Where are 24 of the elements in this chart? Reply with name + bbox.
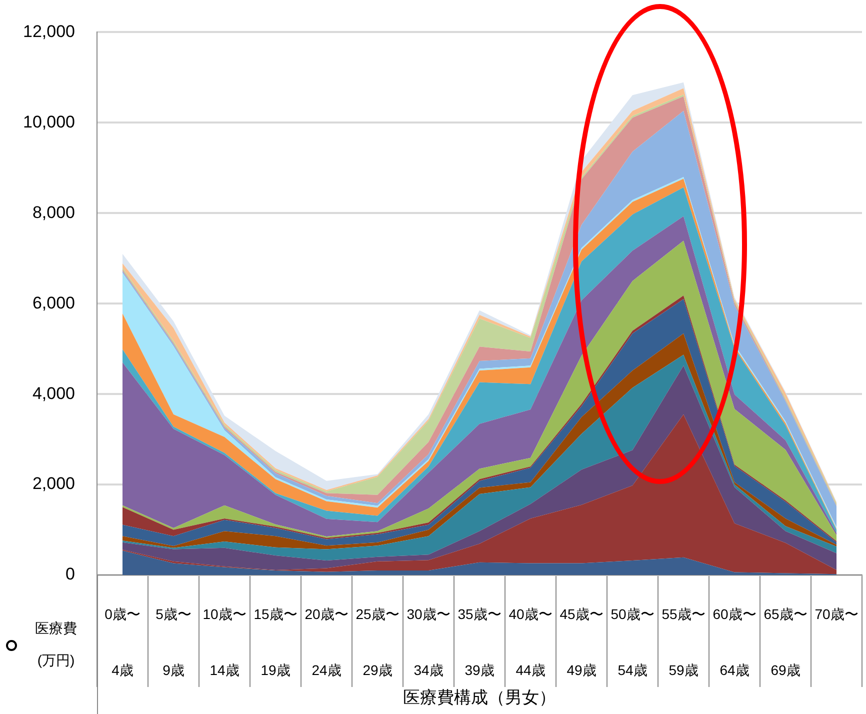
category-label: 45歳〜 49歳	[560, 606, 604, 678]
category-label: 30歳〜 34歳	[406, 606, 450, 678]
y-tick-label: 2,000	[32, 474, 75, 494]
category-label: 65歳〜 69歳	[764, 606, 808, 678]
text: 医療費構成（男女）	[402, 687, 557, 709]
category-label: 10歳〜 14歳	[202, 606, 246, 678]
y-axis-title: 医療費(万円)	[34, 619, 78, 670]
category-label: 35歳〜 39歳	[458, 606, 502, 678]
category-label: 40歳〜 44歳	[508, 606, 552, 678]
y-tick-label: 10,000	[23, 112, 75, 132]
category-label: 20歳〜 24歳	[304, 606, 348, 678]
category-label: 5歳〜 9歳	[156, 606, 192, 678]
y-tick-label: 12,000	[23, 22, 75, 41]
category-label: 25歳〜 29歳	[356, 606, 400, 678]
category-label: 50歳〜 54歳	[610, 606, 654, 678]
y-tick-label: 4,000	[32, 384, 75, 403]
y-tick-label: 8,000	[32, 202, 75, 222]
category-label: 60歳〜 64歳	[712, 606, 756, 678]
y-tick-label: 6,000	[32, 293, 75, 312]
y-tick-label: 0	[66, 564, 75, 584]
category-label: 15歳〜 19歳	[254, 606, 298, 678]
category-label: 0歳〜 4歳	[104, 606, 140, 678]
x-tick-label: 70歳〜	[814, 606, 858, 622]
category-label: 55歳〜 59歳	[662, 606, 706, 678]
